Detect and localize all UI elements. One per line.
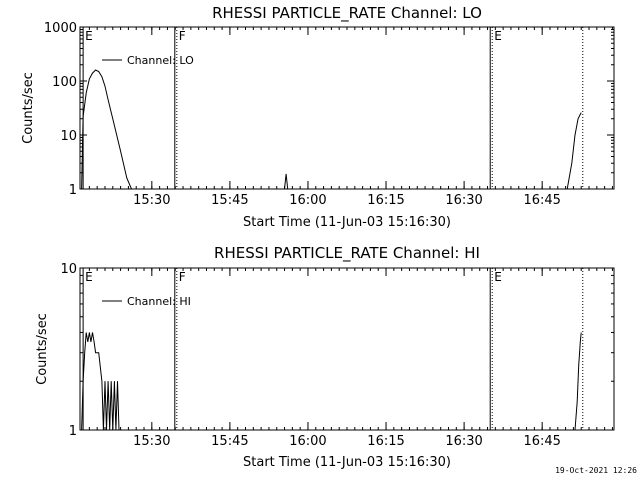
x-axis-label: Start Time (11-Jun-03 15:16:30) bbox=[243, 215, 451, 230]
plot-frame bbox=[79, 267, 615, 431]
event-marker-label: F bbox=[179, 29, 186, 43]
series-line bbox=[284, 173, 289, 190]
series-line bbox=[566, 112, 582, 190]
x-tick-label: 16:45 bbox=[523, 434, 560, 449]
panel-1 bbox=[79, 26, 615, 190]
event-marker-label: E bbox=[494, 29, 502, 43]
x-tick-label: 16:00 bbox=[289, 193, 326, 208]
x-tick-label: 15:30 bbox=[133, 193, 170, 208]
x-tick-label: 16:30 bbox=[445, 193, 482, 208]
x-tick-label: 16:15 bbox=[367, 193, 404, 208]
legend-label: Channel: LO bbox=[127, 54, 194, 67]
y-tick-label: 100 bbox=[52, 75, 77, 90]
plot-frame bbox=[79, 26, 615, 190]
panel-2 bbox=[79, 267, 615, 431]
event-marker-label: E bbox=[85, 270, 93, 284]
series-line bbox=[81, 332, 120, 431]
y-tick-label: 1 bbox=[69, 183, 77, 198]
x-tick-label: 16:45 bbox=[523, 193, 560, 208]
timestamp: 19-Oct-2021 12:26 bbox=[555, 466, 637, 475]
panel-title: RHESSI PARTICLE_RATE Channel: HI bbox=[214, 244, 480, 263]
series-line bbox=[81, 69, 132, 190]
y-tick-label: 10 bbox=[60, 129, 77, 144]
x-axis-label: Start Time (11-Jun-03 15:16:30) bbox=[243, 455, 451, 470]
legend-label: Channel: HI bbox=[127, 295, 191, 308]
event-marker-label: F bbox=[179, 270, 186, 284]
panel-title: RHESSI PARTICLE_RATE Channel: LO bbox=[212, 4, 482, 23]
y-tick-label: 10 bbox=[60, 262, 77, 277]
x-tick-label: 15:45 bbox=[211, 434, 248, 449]
series-line bbox=[574, 332, 582, 431]
y-axis-label: Counts/sec bbox=[21, 72, 36, 144]
x-tick-label: 16:00 bbox=[289, 434, 326, 449]
x-tick-label: 16:15 bbox=[367, 434, 404, 449]
event-marker-label: E bbox=[494, 270, 502, 284]
x-tick-label: 15:30 bbox=[133, 434, 170, 449]
y-tick-label: 1 bbox=[69, 424, 77, 439]
x-tick-label: 15:45 bbox=[211, 193, 248, 208]
event-marker-label: E bbox=[85, 29, 93, 43]
y-tick-label: 1000 bbox=[44, 21, 77, 36]
x-tick-label: 16:30 bbox=[445, 434, 482, 449]
y-axis-label: Counts/sec bbox=[35, 313, 50, 385]
